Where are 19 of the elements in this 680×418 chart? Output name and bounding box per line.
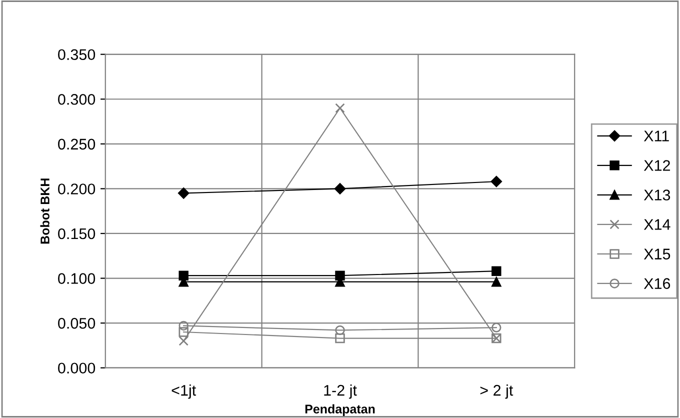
legend-label: X12	[644, 160, 670, 171]
y-tick-label: 0.150	[58, 228, 96, 240]
legend-label: X14	[644, 219, 670, 230]
x-tick-label: <1jt	[172, 384, 196, 399]
legend-label: X16	[644, 278, 670, 289]
x-tick-label: 1-2 jt	[324, 384, 357, 399]
y-axis-title: Bobot BKH	[40, 178, 50, 244]
y-tick-label: 0.050	[58, 318, 96, 329]
legend-label: X13	[644, 190, 670, 200]
x-axis-title: Pendapatan	[305, 404, 375, 416]
y-tick-label: 0.200	[58, 184, 96, 194]
x-tick-label: > 2 jt	[480, 384, 514, 399]
y-tick-label: 0.250	[58, 138, 96, 150]
y-tick-label: 0.300	[58, 94, 96, 105]
legend-label: X11	[644, 130, 669, 142]
legend-label: X15	[644, 248, 670, 260]
y-tick-label: 0.000	[58, 362, 96, 374]
y-tick-label: 0.350	[58, 49, 96, 60]
y-tick-label: 0.100	[58, 273, 96, 284]
